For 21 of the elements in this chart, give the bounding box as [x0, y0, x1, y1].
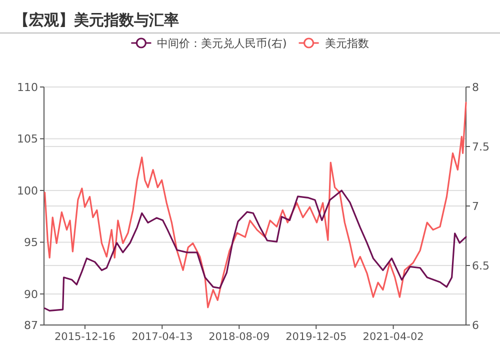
y-tick-label: 87	[24, 319, 38, 332]
line-series	[44, 190, 467, 312]
y-tick-label: 105	[17, 132, 38, 146]
legend-label: 美元指数	[324, 37, 369, 50]
y2-tick-label: 7	[472, 200, 479, 213]
x-tick-label: 2015-12-16	[54, 331, 116, 343]
legend-label: 中间价：美元兑人民币(右)	[157, 37, 287, 50]
y-tick-label: 90	[24, 288, 38, 301]
y-tick-label: 95	[24, 236, 38, 250]
x-tick-label: 2017-04-13	[132, 331, 193, 343]
x-tick-label: 2019-12-05	[286, 331, 347, 343]
x-tick-label: 2021-04-02	[362, 331, 424, 343]
y2-tick-label: 6	[472, 319, 479, 332]
y2-tick-label: 7.5	[472, 140, 490, 154]
x-tick-label: 2018-08-09	[208, 331, 270, 343]
y-tick-label: 110	[17, 81, 38, 94]
y2-tick-label: 6.5	[472, 260, 490, 272]
line-series	[44, 102, 467, 308]
chart-title: 【宏观】美元指数与汇率	[14, 11, 179, 29]
y2-tick-label: 8	[472, 81, 479, 94]
y-tick-label: 100	[17, 184, 38, 198]
